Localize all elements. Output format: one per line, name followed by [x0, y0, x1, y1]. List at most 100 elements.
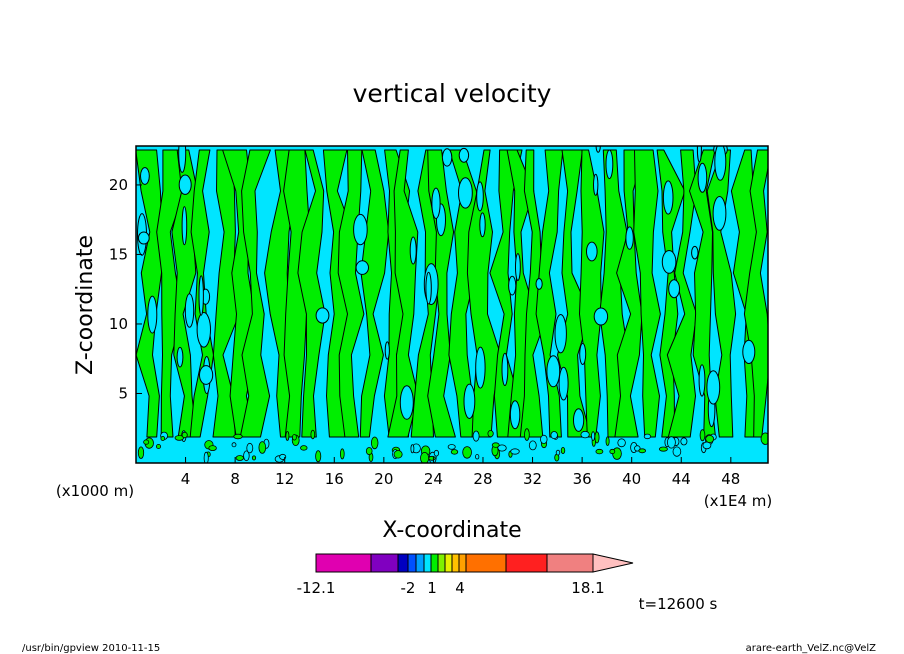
x-axis-label: X-coordinate [382, 518, 521, 543]
positive-contour [427, 149, 456, 438]
colorbar-label: -2 [401, 579, 416, 597]
boundary-cell [143, 439, 150, 445]
negative-contour [668, 279, 680, 299]
negative-contour [196, 312, 212, 348]
negative-contour [181, 206, 188, 246]
colorbar-segment [465, 553, 507, 573]
boundary-cell [243, 450, 250, 462]
negative-contour [697, 162, 708, 193]
boundary-cell [310, 429, 316, 440]
x-unit-right: (x1E4 m) [704, 492, 773, 510]
negative-contour [140, 167, 150, 185]
negative-contour [176, 346, 184, 368]
negative-contour [593, 173, 599, 196]
negative-contour [184, 293, 195, 328]
boundary-cell [160, 435, 166, 441]
boundary-cell [246, 442, 254, 454]
negative-contour [696, 146, 702, 163]
colorbar-segment [370, 553, 399, 573]
boundary-cell [300, 445, 308, 451]
y-tick-label: 10 [109, 315, 128, 333]
colorbar-labels: -12.1 -2 1 4 18.1 [297, 579, 605, 597]
negative-contour [508, 275, 517, 296]
negative-contour [662, 180, 674, 215]
positive-contour [239, 149, 271, 438]
boundary-cell [487, 429, 494, 438]
boundary-cell [672, 446, 682, 457]
contour-plot-area [135, 145, 769, 464]
negative-contour [178, 174, 192, 195]
time-label: t=12600 s [639, 595, 718, 613]
negative-contour [353, 213, 368, 246]
boundary-cell [638, 448, 646, 454]
negative-contour [355, 260, 369, 275]
negative-contour [546, 355, 561, 388]
colorbar-segment [423, 553, 432, 573]
negative-contour [515, 253, 521, 281]
y-axis-label: Z-coordinate [73, 235, 98, 375]
colorbar-segment [315, 553, 372, 573]
boundary-cell [643, 433, 652, 440]
positive-contour [535, 149, 564, 438]
negative-contour [661, 250, 677, 274]
negative-contour [463, 383, 476, 419]
negative-contour [409, 236, 417, 265]
y-tick-label: 20 [109, 176, 128, 194]
boundary-cell [472, 430, 480, 442]
boundary-cell [251, 455, 257, 461]
boundary-cell [594, 431, 600, 444]
negative-contour [501, 352, 509, 386]
negative-contour [712, 196, 727, 231]
chart-title: vertical velocity [353, 79, 552, 108]
boundary-cell [365, 447, 373, 456]
boundary-cell [462, 446, 472, 459]
x-tick-label: 48 [721, 470, 740, 488]
negative-contour [458, 177, 473, 209]
negative-contour [691, 245, 699, 260]
boundary-cell [609, 448, 616, 455]
boundary-cell [705, 434, 715, 443]
boundary-cell [667, 436, 676, 449]
colorbar-segment [430, 553, 439, 573]
colorbar-segment [444, 553, 453, 573]
boundary-cell [155, 443, 161, 449]
boundary-cell [181, 431, 188, 439]
negative-contour [535, 278, 543, 290]
negative-contour [479, 212, 486, 238]
negative-contour [625, 226, 634, 250]
positive-contour [666, 149, 698, 438]
positive-contour [297, 149, 326, 438]
negative-contour [425, 271, 432, 305]
boundary-cell [137, 446, 145, 459]
negative-contour [698, 364, 706, 397]
x-tick-label: 4 [181, 470, 191, 488]
boundary-cell [291, 434, 297, 441]
boundary-cell [433, 449, 439, 457]
x-tick-label: 36 [573, 470, 592, 488]
boundary-cell [315, 450, 322, 463]
positive-contour [633, 149, 661, 438]
colorbar-segment [505, 553, 548, 573]
negative-contour [315, 307, 330, 324]
negative-contour [605, 149, 614, 180]
negative-contour [509, 400, 521, 430]
negative-contour [458, 147, 470, 163]
boundary-cell [605, 436, 610, 447]
negative-contour [579, 343, 587, 365]
boundary-cell [760, 432, 768, 445]
negative-contour [441, 148, 453, 167]
colorbar-segment [546, 553, 594, 573]
positive-contour [359, 149, 390, 438]
boundary-cell [428, 455, 436, 461]
x-unit-left: (x1000 m) [56, 482, 134, 500]
boundary-cell [540, 434, 548, 444]
colorbar-extend-arrow [592, 553, 634, 573]
negative-contour [199, 365, 214, 385]
contour-field [136, 146, 768, 463]
x-tick-label: 40 [622, 470, 641, 488]
boundary-cell [699, 429, 706, 442]
negative-contour [714, 146, 727, 181]
x-tick-label: 44 [672, 470, 691, 488]
plot-frame [135, 145, 769, 464]
